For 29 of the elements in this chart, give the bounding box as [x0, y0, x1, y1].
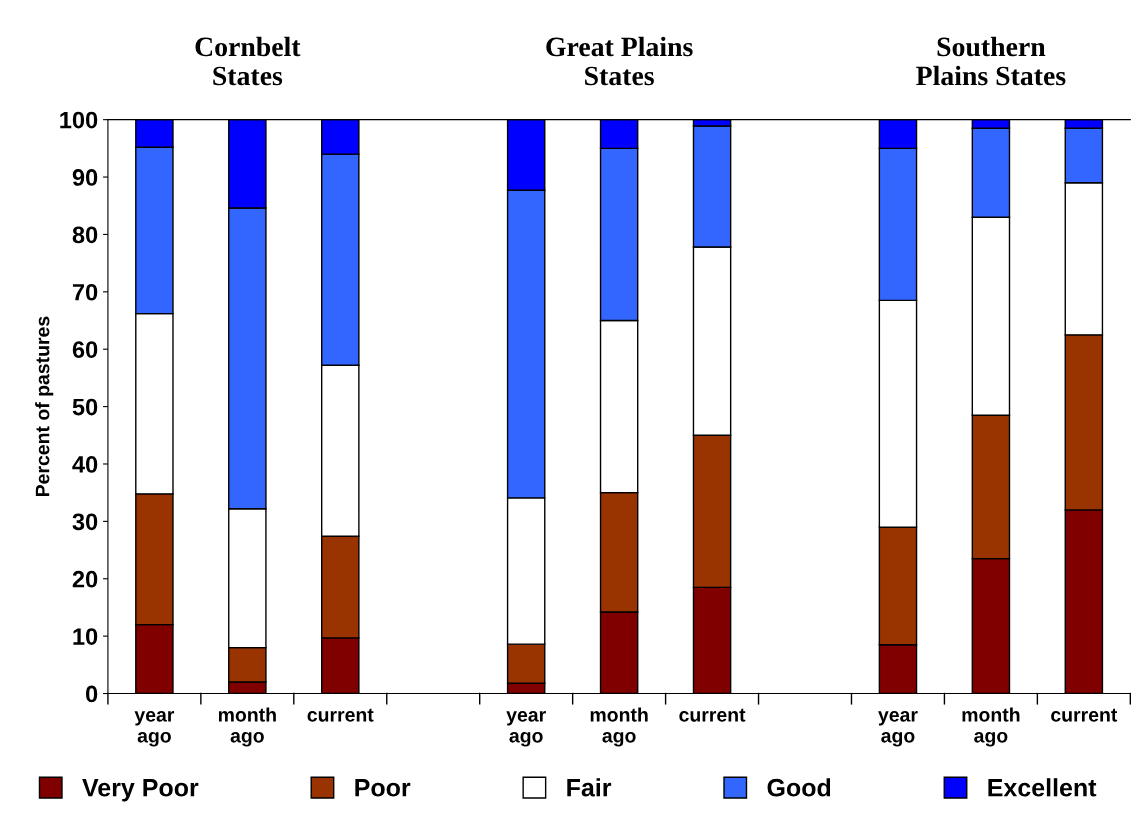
text: Great Plains States [546, 36, 693, 86]
y-tick-label: 90 [72, 169, 98, 186]
legend-label: Good [767, 778, 831, 797]
x-tick-label: month ago [962, 707, 1020, 747]
y-tick-label: 60 [72, 341, 98, 358]
x-tick-label: year ago [134, 711, 175, 747]
y-tick-label: 70 [72, 283, 98, 301]
x-tick-label: year ago [506, 711, 546, 747]
legend-label: Poor [355, 779, 411, 797]
y-tick-label: 100 [60, 111, 98, 129]
y-tick-label: 20 [72, 570, 98, 588]
y-tick-label: 30 [72, 513, 98, 531]
y-axis-title: Percent of pastures [35, 316, 54, 497]
y-tick-label: 40 [72, 456, 98, 473]
legend-label: Excellent [988, 778, 1097, 797]
x-tick-label: current [307, 708, 374, 722]
y-tick-label: 80 [72, 226, 98, 244]
x-tick-label: month ago [590, 707, 648, 747]
x-tick-label: year ago [878, 711, 918, 747]
y-tick-label: 50 [72, 398, 98, 416]
text: Cornbelt States [195, 36, 301, 86]
legend-label: Fair [567, 778, 612, 797]
x-tick-label: current [679, 708, 746, 722]
y-tick-label: 10 [73, 628, 98, 645]
x-tick-label: month ago [218, 707, 276, 747]
x-tick-label: current [1051, 708, 1118, 722]
y-tick-label: 0 [86, 685, 98, 703]
text: Southern Plains States [916, 36, 1066, 86]
legend-label: Very Poor [82, 779, 199, 802]
